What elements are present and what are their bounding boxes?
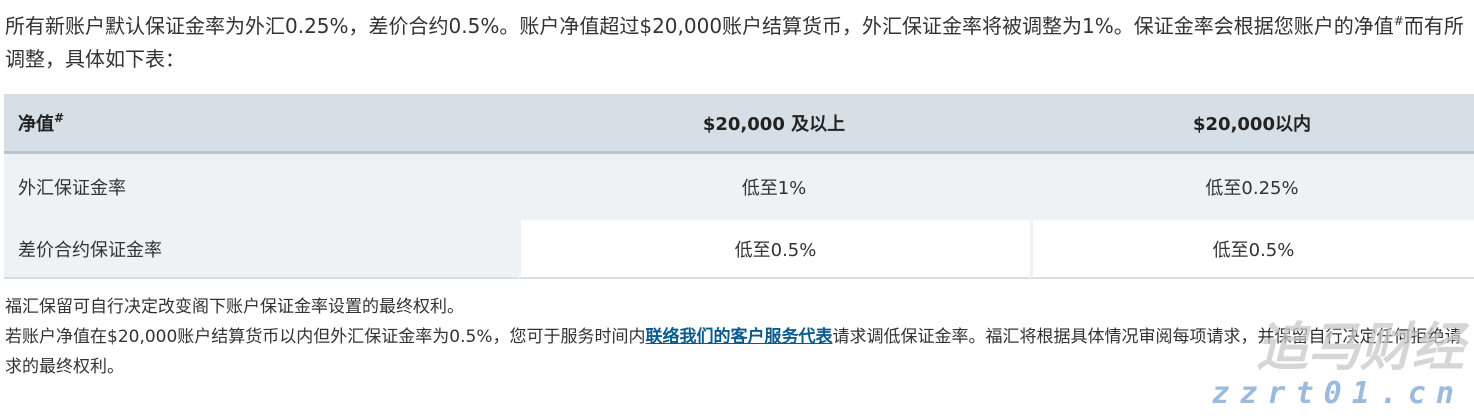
header-text: 净值 (18, 113, 54, 135)
margin-table: 净值# $20,000 及以上 $20,000以内 外汇保证金率 低至1% 低至… (4, 94, 1474, 279)
cell: 外汇保证金率 (4, 154, 518, 220)
intro-text: 而有所调整，具体如下表： (5, 14, 1464, 71)
watermark-name: 追马财经 (1255, 318, 1464, 378)
cell: 低至0.5% (1030, 220, 1474, 279)
note: 福汇保留可自行决定改变阁下账户保证金率设置的最终权利。 (5, 297, 464, 317)
header-cell: 净值# (4, 94, 518, 154)
note: 若账户净值在$20,000账户结算货币以内但外汇保证金率为0.5%，您可于服务时… (5, 327, 646, 347)
header-row: 净值# $20,000 及以上 $20,000以内 (4, 94, 1474, 154)
contact-link[interactable]: 联络我们的客户服务代表 (645, 327, 833, 347)
superscript: # (54, 110, 65, 125)
cell: 差价合约保证金率 (4, 220, 518, 279)
superscript: # (1393, 14, 1404, 28)
cell: 低至0.5% (518, 220, 1030, 279)
cell: 低至1% (518, 154, 1030, 220)
intro: 所有新账户默认保证金率为外汇0.25%，差价合约0.5%。账户净值超过$20,0… (5, 10, 1470, 76)
row: 差价合约保证金率 低至0.5% 低至0.5% (4, 220, 1474, 279)
note: 请求调低保证金率。福汇将根据具体情况审阅每项请求，并保留自行决定任何拒绝请求的最… (5, 327, 1462, 377)
header-cell: $20,000 及以上 (518, 94, 1030, 154)
notes: 福汇保留可自行决定改变阁下账户保证金率设置的最终权利。若账户净值在$20,000… (5, 292, 1467, 382)
watermark-url: zzrt01.cn (1211, 376, 1464, 411)
watermark: 追马财经 zzrt01.cn (1211, 320, 1464, 411)
header-cell: $20,000以内 (1030, 94, 1474, 154)
row: 外汇保证金率 低至1% 低至0.25% (4, 154, 1474, 220)
intro-text: 所有新账户默认保证金率为外汇0.25%，差价合约0.5%。账户净值超过$20,0… (5, 14, 1394, 38)
cell: 低至0.25% (1030, 154, 1474, 220)
